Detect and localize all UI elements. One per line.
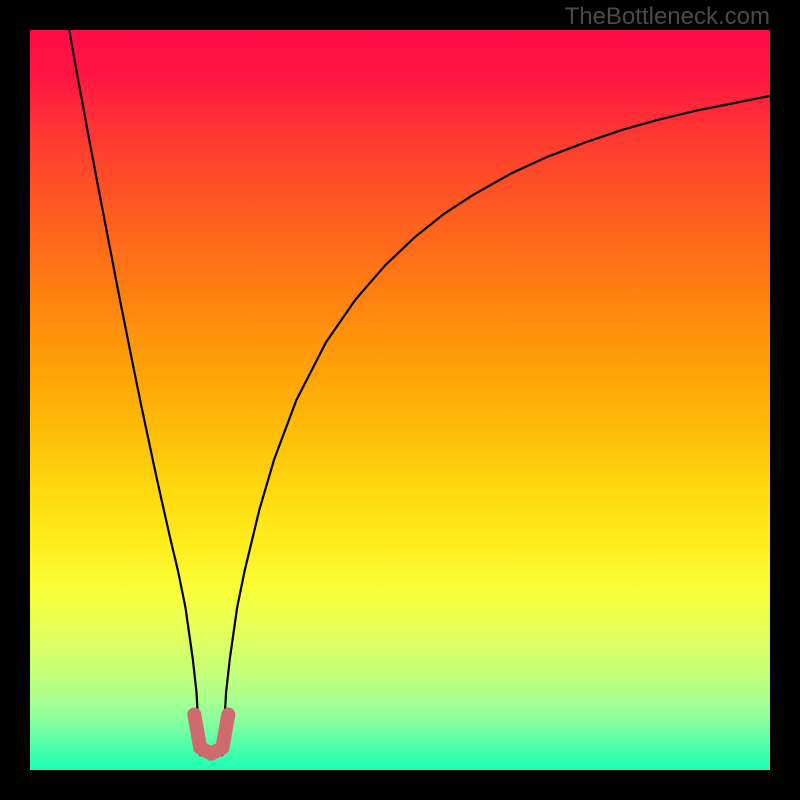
bottleneck-curve [69, 30, 770, 755]
chart-overlay-svg [30, 30, 770, 770]
optimal-region-marker [194, 715, 228, 754]
watermark-text: TheBottleneck.com [565, 3, 770, 31]
plot-area [30, 30, 770, 770]
chart-frame: TheBottleneck.com [0, 0, 800, 800]
